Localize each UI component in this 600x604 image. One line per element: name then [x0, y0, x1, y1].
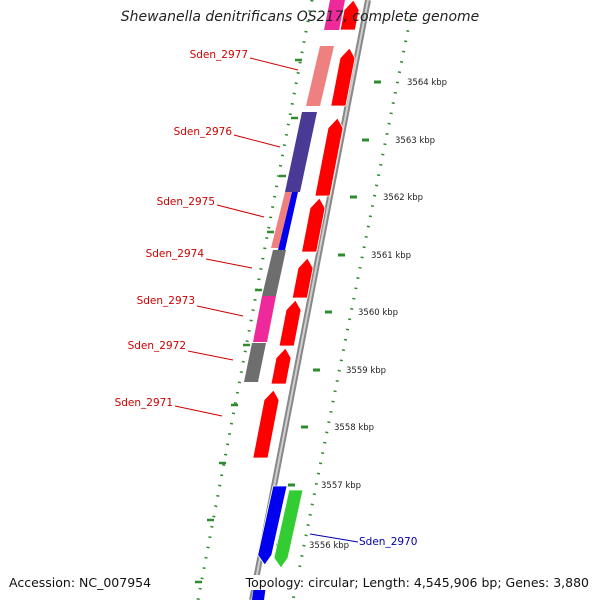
scale-tick-label: 3563 kbp [395, 136, 435, 146]
gene-label: Sden_2974 [146, 248, 205, 260]
gene-arrow-red [339, 0, 360, 31]
gene-label: Sden_2971 [115, 397, 173, 409]
accession-text: Accession: NC_007954 [9, 575, 152, 590]
gene-label: Sden_2976 [174, 126, 233, 138]
scale-tick-label: 3556 kbp [309, 541, 349, 551]
gene-label: Sden_2972 [128, 340, 186, 352]
gene-leader-line [249, 57, 299, 71]
scale-tick-label: 3561 kbp [371, 251, 411, 261]
gene-arrow-red [314, 117, 344, 197]
scale-tick-label: 3562 kbp [383, 193, 423, 203]
gene-leader-line [309, 533, 359, 543]
gene-arrow-red [278, 299, 302, 347]
gene-leader-line [216, 204, 265, 218]
gene-block-magenta-top [324, 0, 345, 30]
scale-tick-label: 3564 kbp [407, 78, 447, 88]
gene-block-blue [278, 192, 298, 250]
gene-block-pink-small [271, 192, 292, 248]
gene-arrow-red [270, 347, 292, 385]
gene-arrow-blue [257, 485, 288, 566]
gene-label: Sden_2977 [190, 49, 248, 61]
gene-block-indigo [285, 112, 317, 192]
gene-block-pink [306, 46, 334, 106]
gene-arrow-red [291, 257, 314, 299]
topology-text: Topology: circular; Length: 4,545,906 bp… [245, 575, 589, 590]
gene-arrow-green [273, 489, 304, 569]
gene-block-magenta [253, 296, 276, 342]
gene-label: Sden_2975 [157, 196, 215, 208]
scale-tick-label: 3560 kbp [358, 308, 398, 318]
map-title: Shewanella denitrificans OS217, complete… [120, 9, 480, 25]
gene-block-gray [262, 250, 286, 296]
gene-label: Sden_2970 [359, 536, 417, 548]
gene-arrow-red [330, 47, 356, 107]
gene-leader-line [174, 405, 223, 417]
gene-label: Sden_2973 [137, 295, 195, 307]
gene-arrow-red [301, 197, 326, 253]
scale-tick-label: 3559 kbp [346, 366, 386, 376]
scale-tick-label: 3557 kbp [321, 481, 361, 491]
inner-dotted-line [196, 0, 314, 601]
gene-leader-line [196, 305, 244, 317]
gene-arrow-red [252, 389, 280, 459]
scale-tick-label: 3558 kbp [334, 423, 374, 433]
gene-leader-line [205, 258, 253, 269]
gene-leader-line [233, 134, 281, 148]
gene-leader-line [187, 350, 234, 361]
gene-block-gray-2 [244, 343, 266, 382]
